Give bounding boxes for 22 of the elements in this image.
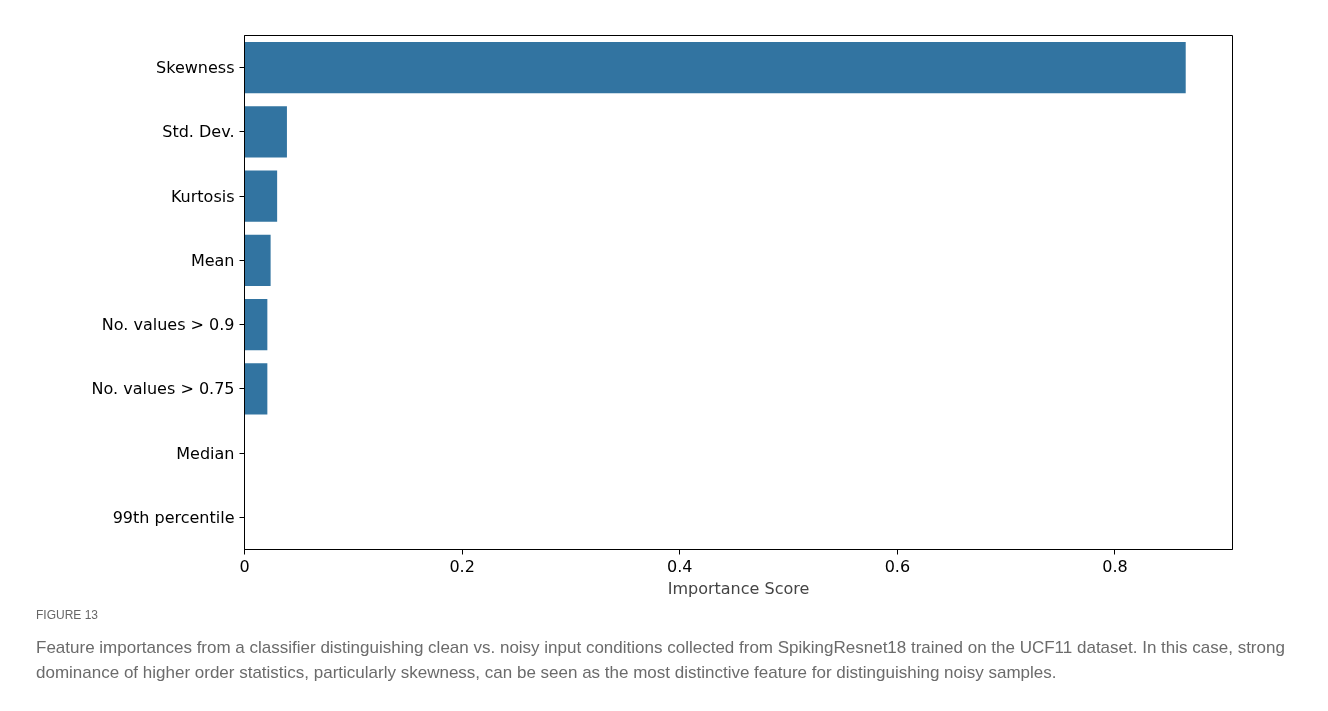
y-tick-label: No. values > 0.75	[91, 379, 235, 399]
bar	[244, 234, 271, 287]
x-tick-label: 0.6	[884, 556, 911, 576]
bar	[244, 41, 1186, 94]
y-tick-label: Std. Dev.	[162, 122, 235, 142]
x-tick-label: 0.4	[667, 556, 693, 576]
x-tick-label: 0.2	[449, 556, 475, 576]
bar	[244, 363, 268, 415]
bar	[244, 106, 287, 158]
caption: FIGURE 13	[36, 607, 99, 624]
text: Feature importances from a classifier distinguishing clean vs. noisy input conditions collected from SpikingResnet18 trained on the UCF11 dataset. In this case, strong dominance of higher order statistics, particularly skewness, can be seen as the most distinctive feature for distinguishing noisy samples.	[36, 637, 1286, 684]
y-tick-label: No. values > 0.9	[101, 315, 235, 335]
x-tick-label: 0	[239, 556, 250, 576]
y-tick-label: Skewness	[156, 58, 235, 78]
y-tick-label: Median	[176, 443, 235, 463]
y-tick-label: Kurtosis	[170, 186, 235, 206]
x-axis-title: Importance Score	[667, 578, 810, 598]
bar	[244, 170, 278, 222]
y-tick-label: Mean	[190, 250, 235, 270]
y-tick-label: 99th percentile	[112, 507, 235, 527]
bar	[244, 298, 268, 351]
x-tick-label: 0.8	[1102, 556, 1128, 576]
